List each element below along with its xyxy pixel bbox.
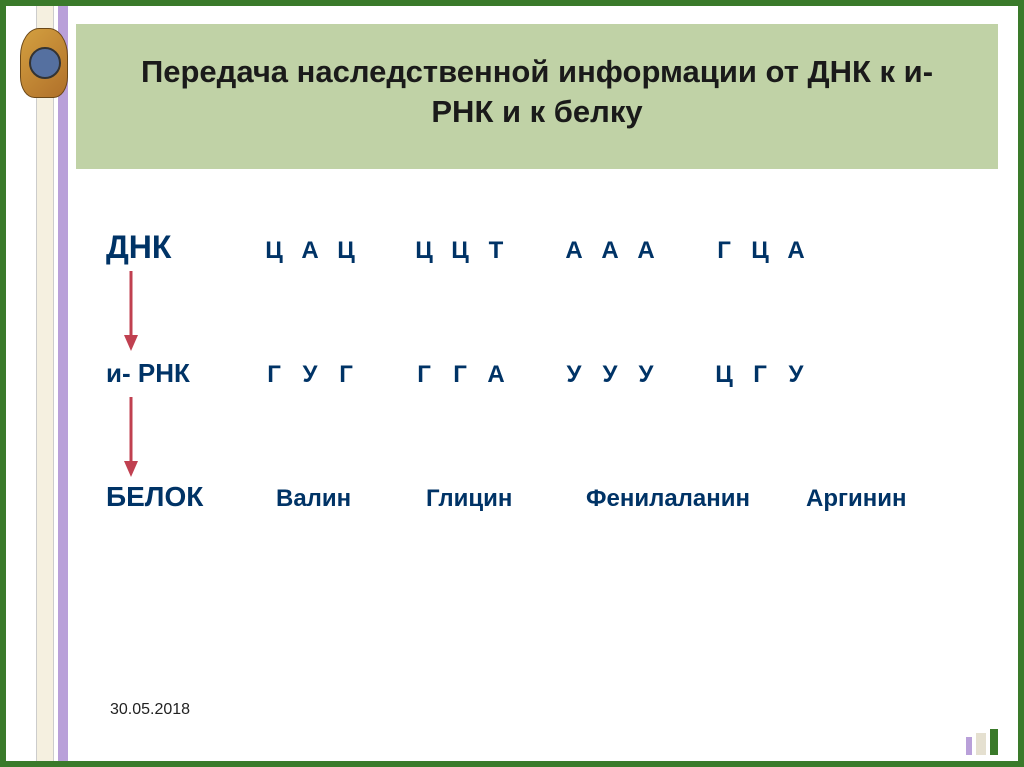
base: А — [592, 237, 628, 265]
base: Ц — [742, 237, 778, 265]
base: Г — [406, 361, 442, 389]
base: Ц — [706, 361, 742, 389]
base: А — [628, 237, 664, 265]
base: Г — [742, 361, 778, 389]
arrow-down-icon — [121, 397, 141, 477]
codon: Ц Г У — [706, 361, 814, 389]
rna-codons: Г У Г Г Г А У У У Ц — [256, 361, 814, 389]
base: У — [592, 361, 628, 389]
dna-codons: Ц А Ц Ц Ц Т А А А Г — [256, 237, 814, 265]
amino: Аргинин — [806, 485, 926, 513]
base: Т — [478, 237, 514, 265]
base: Г — [706, 237, 742, 265]
base: А — [778, 237, 814, 265]
codon: Г Г А — [406, 361, 514, 389]
content-area: ДНК Ц А Ц Ц Ц Т А А А — [76, 229, 998, 513]
protein-row: БЕЛОК Валин Глицин Фенилаланин Аргинин — [106, 481, 978, 513]
amino: Глицин — [426, 485, 556, 513]
dna-row: ДНК Ц А Ц Ц Ц Т А А А — [106, 229, 978, 266]
slide-frame: Передача наследственной информации от ДН… — [0, 0, 1024, 767]
protein-label: БЕЛОК — [106, 481, 276, 513]
beige-bar — [36, 6, 54, 761]
title-box: Передача наследственной информации от ДН… — [76, 24, 998, 169]
amino-acids: Валин Глицин Фенилаланин Аргинин — [276, 485, 926, 513]
device-icon — [20, 28, 68, 98]
dna-label: ДНК — [106, 229, 256, 266]
codon: У У У — [556, 361, 664, 389]
base: Г — [256, 361, 292, 389]
bottom-decoration — [938, 725, 998, 755]
slide-date: 30.05.2018 — [110, 701, 190, 719]
base: Г — [328, 361, 364, 389]
base: А — [478, 361, 514, 389]
slide-title: Передача наследственной информации от ДН… — [116, 52, 958, 133]
base: Ц — [442, 237, 478, 265]
rna-row: и- РНК Г У Г Г Г А У У У — [106, 358, 978, 389]
base: А — [292, 237, 328, 265]
base: У — [556, 361, 592, 389]
rna-label: и- РНК — [106, 358, 256, 389]
codon: Г Ц А — [706, 237, 814, 265]
purple-bar — [58, 6, 68, 761]
small-green-bar — [990, 729, 998, 755]
codon: А А А — [556, 237, 664, 265]
amino: Фенилаланин — [586, 485, 776, 513]
base: У — [292, 361, 328, 389]
base: Ц — [406, 237, 442, 265]
small-beige-bar — [976, 733, 986, 755]
base: Ц — [256, 237, 292, 265]
codon: Ц А Ц — [256, 237, 364, 265]
codon: Ц Ц Т — [406, 237, 514, 265]
base: А — [556, 237, 592, 265]
base: Ц — [328, 237, 364, 265]
codon: Г У Г — [256, 361, 364, 389]
left-decoration — [16, 6, 76, 761]
base: У — [628, 361, 664, 389]
base: У — [778, 361, 814, 389]
arrow-down-icon — [121, 271, 141, 351]
base: Г — [442, 361, 478, 389]
device-inner — [29, 47, 61, 79]
small-purple-bar — [966, 737, 972, 755]
amino: Валин — [276, 485, 396, 513]
slide-content: Передача наследственной информации от ДН… — [76, 24, 998, 731]
